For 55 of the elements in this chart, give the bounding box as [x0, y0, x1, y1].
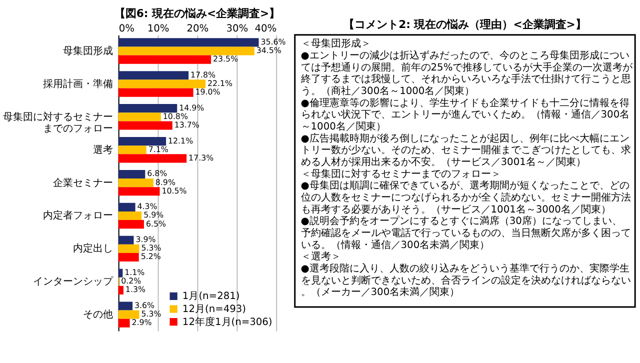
data-label: 8.9% [155, 178, 176, 187]
data-label: 10.8% [162, 112, 188, 121]
data-label: 3.6% [134, 300, 156, 310]
data-label: 5.3% [141, 310, 162, 319]
x-tick-label: 10% [147, 23, 170, 34]
legend-label: 1月(n=281) [182, 291, 240, 302]
text: ●選考段階に入り、人数の絞り込みをどういう基準で行うのか、実際学生を見ないと判断できないため、合否ラインの設定を決めなければならない。（メーカー／300名未満／関東） [300, 262, 631, 298]
data-label: 1.1% [124, 268, 146, 278]
data-label: 17.3% [188, 153, 214, 162]
data-label: 7.1% [148, 144, 169, 154]
data-label: 6.5% [146, 219, 166, 228]
text: 【コメント2: 現在の悩み（理由）<企業調査>】 [344, 18, 586, 32]
text: ＜母集団形成＞ [300, 38, 371, 50]
data-label: 1.3% [125, 285, 146, 294]
text: ●母集団は順調に確保できているが、選考期間が短くなったことで、どの位の人数をセミナーにつなげられるかが全く読めない。セミナー開催方法も再考する必要がありそう。（サービス／1001名～3000名／関東） [300, 180, 631, 216]
data-label: 4.3% [137, 202, 158, 212]
text: ●エントリーの減少は折込ずみだったので、今のところ母集団形成については予想通りの展開。前年の25%で推移しているが大手企業の一次選考が終了するまでは我慢して、それからいろいろな手法で仕掛けて行こうと思う。（商社／300名～1000名／関東） [300, 50, 634, 98]
legend-label: 12年度1月(n=306) [182, 316, 272, 328]
y-tick-label: 内定者フォロー [42, 210, 113, 222]
data-label: 19.0% [195, 88, 221, 97]
text: ●説明会予約をオープンにするとすぐに満席（30席）になってしまい、予約確認をメールや電話で行っているものの、当日無断欠席が多く困っている。（情報・通信／300名未満／関東） [300, 215, 631, 251]
y-tick-label: 母集団に対するセミナーまでのフォロー [2, 110, 113, 135]
y-tick-label: 母集団形成 [62, 44, 113, 57]
data-label: 6.8% [147, 169, 168, 178]
data-label: 5.9% [144, 210, 164, 220]
y-tick-label: 選考 [92, 144, 113, 156]
data-label: 14.9% [179, 103, 205, 112]
legend-label: 12月(n=493) [182, 304, 246, 315]
data-label: 10.5% [162, 186, 188, 196]
data-label: 12.1% [168, 136, 194, 146]
data-label: 5.2% [140, 252, 162, 262]
x-tick-label: 40% [254, 23, 277, 34]
y-tick-label: 企業セミナー [52, 176, 113, 189]
data-label: 0.2% [121, 276, 142, 286]
data-label: 22.1% [207, 78, 234, 88]
data-label: 35.6% [260, 37, 286, 46]
text: ●広告掲載時期が後ろ倒しになったことが起因し、例年に比べ大幅にエントリー数が少ない。そのため、セミナー開催までこぎつけたとしても、求める人材が採用出来るか不安。（サービス／3001名～／関東） [300, 132, 631, 168]
y-tick-label: 内定出し [72, 242, 113, 255]
data-label: 23.5% [213, 54, 239, 64]
y-tick-label: 採用計画・準備 [42, 78, 113, 90]
data-label: 5.3% [141, 244, 162, 253]
data-label: 17.8% [190, 70, 216, 80]
chart-title: 【図6: 現在の悩み<企業調査>】 [114, 7, 280, 20]
data-label: 34.5% [256, 46, 282, 55]
data-label: 13.7% [174, 120, 200, 130]
data-label: 2.9% [132, 318, 152, 328]
text: ＜母集団に対するセミナーまでのフォロー＞ [300, 168, 501, 180]
data-label: 3.9% [136, 235, 156, 244]
text: ●倫理憲章等の影響により、学生サイドも企業サイドも十二分に情報を得られない状況下で、エントリーが進んでいくため。（情報・通信／300名～1000名／関東） [300, 96, 630, 133]
y-tick-label: インターンシップ [32, 276, 114, 288]
x-tick-label: 20% [186, 23, 209, 34]
x-tick-label: 0% [118, 23, 134, 34]
y-tick-label: その他 [82, 308, 113, 321]
text: ＜選考＞ [300, 250, 341, 263]
x-tick-label: 30% [226, 23, 248, 34]
